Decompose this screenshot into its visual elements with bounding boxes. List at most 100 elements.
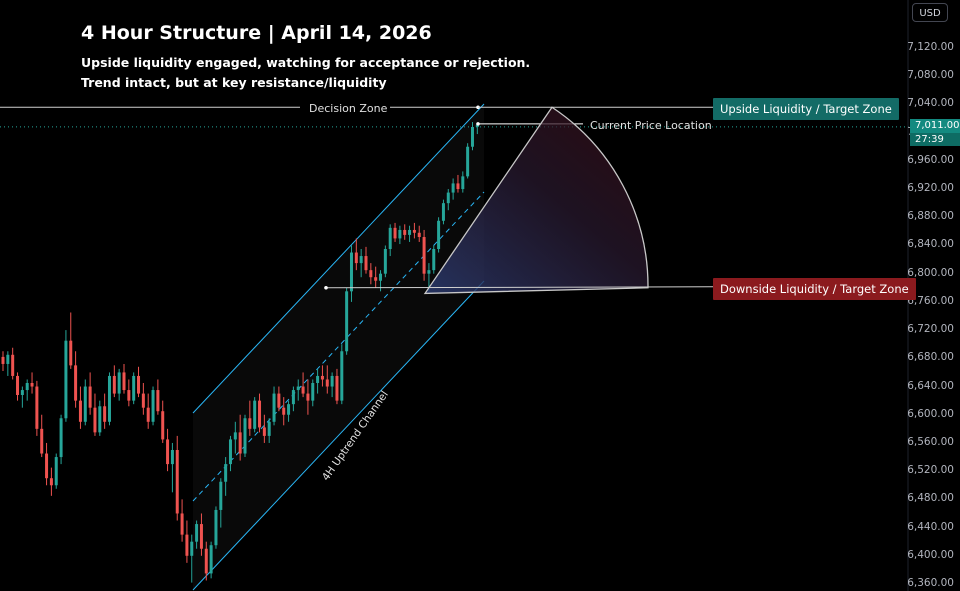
candle-up [170,442,174,493]
candle-body [209,545,213,574]
candle-down [88,372,92,415]
downside-liquidity-tag[interactable]: Downside Liquidity / Target Zone [713,278,916,300]
candle-down [325,365,329,394]
candle-body [291,390,295,405]
candle-up [267,418,271,443]
candle-down [262,414,266,443]
candle-body [272,393,276,422]
candle-body [190,541,194,556]
candle-down [137,366,141,398]
candle-down [422,229,426,281]
candle-down [166,428,170,472]
candle-up [398,225,402,245]
candle-body [277,393,281,408]
upside-liquidity-tag[interactable]: Upside Liquidity / Target Zone [713,98,899,120]
decision-zone-label: Decision Zone [309,102,388,115]
candle-up [209,541,213,579]
candle-up [330,372,334,398]
candle-up [316,368,320,394]
candle-up [219,478,223,528]
candle-body [93,407,97,433]
candle-up [311,379,315,407]
candle-body [161,411,165,440]
price-tick-label: 6,960.00 [907,153,954,166]
price-tick-label: 7,080.00 [907,69,954,82]
channel-lower-line [192,280,485,591]
candle-body [311,383,315,401]
candle-down [335,368,339,405]
uptrend-channel[interactable] [192,103,485,591]
downside-zone-line [325,286,714,289]
candle-body [141,393,145,408]
candlestick-series [1,122,479,583]
candle-up [228,435,232,472]
candle-down [175,435,179,521]
candle-body [11,354,15,376]
candle-down [306,379,310,415]
price-tick-label: 7,120.00 [907,41,954,53]
candle-up [195,520,199,549]
candle-body [383,249,387,274]
chart-subtitle-line1: Upside liquidity engaged, watching for a… [81,55,531,70]
candle-body [1,356,5,364]
candle-body [306,393,310,401]
candle-body [287,404,291,415]
candle-body [349,252,353,292]
candle-down [301,372,305,398]
candle-down [69,312,73,369]
downside-zone-anchor [324,285,328,290]
candle-down [282,397,286,426]
candle-body [98,406,102,433]
candle-body [64,340,68,419]
candle-body [258,400,262,428]
candle-down [30,372,34,394]
candle-body [316,375,320,383]
candle-down [122,363,126,394]
candle-body [437,220,441,249]
candle-up [340,344,344,405]
candle-up [224,457,228,496]
candle-body [49,478,53,486]
candle-body [6,354,10,364]
candle-up [383,245,387,278]
price-tick-label: 6,560.00 [907,435,954,448]
candle-down [277,386,281,412]
candle-body [45,453,49,479]
candle-body [35,386,39,429]
candle-body [412,229,416,233]
candle-down [93,393,97,436]
candle-body [379,273,383,281]
price-tick-label: 6,720.00 [907,323,954,336]
candle-down [199,513,203,556]
candle-up [59,414,63,465]
candle-body [30,383,34,387]
price-tick-label: 6,880.00 [907,210,954,223]
candle-body [345,291,349,352]
currency-button[interactable]: USD [912,3,948,22]
candle-body [461,176,465,190]
price-tick-label: 6,800.00 [907,266,954,279]
candle-body [88,386,92,408]
candle-body [267,421,271,436]
candle-body [137,375,141,394]
candle-body [219,481,223,510]
candle-body [248,418,252,429]
price-tick-label: 6,760.00 [907,294,954,307]
candle-body [422,237,426,274]
candle-up [345,287,349,355]
candle-down [74,351,78,408]
candle-body [359,256,363,264]
candle-body [132,375,136,401]
candle-body [262,427,266,436]
candle-body [388,227,392,249]
bar-countdown: 27:39 [910,133,960,146]
candle-body [151,390,155,422]
candle-up [466,143,470,179]
price-tick-label: 7,040.00 [907,97,954,110]
candle-body [364,256,368,271]
candle-body [146,407,150,422]
candle-body [78,400,82,422]
candle-body [369,270,373,278]
candle-down [16,372,20,401]
